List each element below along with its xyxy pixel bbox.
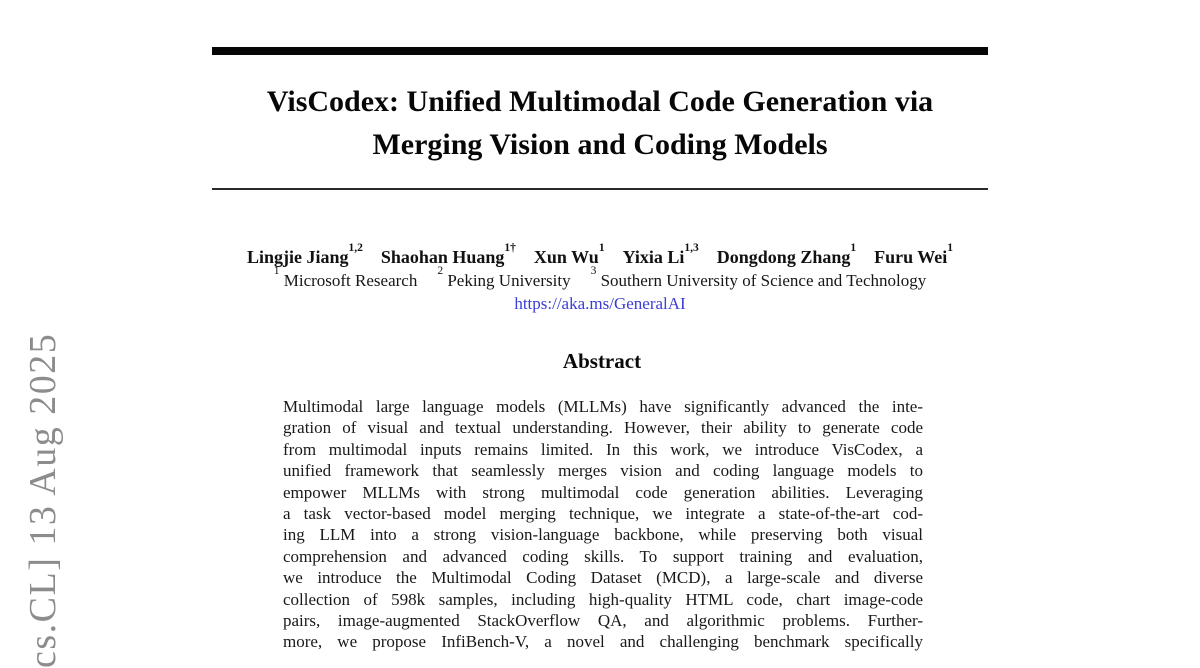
abstract-line: ing LLM into a strong vision-language ba…	[283, 525, 923, 545]
affiliation-name: Microsoft Research	[279, 271, 418, 290]
author-superscript: 1	[850, 241, 857, 254]
arxiv-watermark: cs.CL] 13 Aug 2025	[22, 332, 64, 668]
abstract-line: we introduce the Multimodal Coding Datas…	[283, 568, 923, 588]
affiliation-entry: 2 Peking University	[437, 265, 571, 290]
author-superscript: 1†	[504, 241, 516, 254]
abstract-line: empower MLLMs with strong multimodal cod…	[283, 482, 923, 502]
affiliation-name: Southern University of Science and Techn…	[596, 271, 927, 290]
author-entry: Shaohan Huang1†	[380, 242, 516, 267]
author-entry: Furu Wei1	[874, 242, 953, 267]
abstract-line: unified framework that seamlessly merges…	[283, 461, 923, 481]
abstract-line: a task vector-based model merging techni…	[283, 503, 923, 523]
author-superscript: 1,3	[684, 241, 699, 254]
author-entry: Lingjie Jiang1,2	[246, 242, 363, 267]
abstract-heading: Abstract	[562, 349, 642, 373]
author-name: Xun Wu	[533, 247, 599, 267]
title-rule-top	[212, 47, 988, 55]
affiliation-name: Peking University	[443, 271, 571, 290]
author-name: Shaohan Huang	[380, 247, 505, 267]
affiliation-superscript: 2	[437, 265, 444, 278]
author-superscript: 1,2	[348, 241, 363, 254]
link-row: https://aka.ms/GeneralAI	[112, 294, 1088, 314]
author-block: Lingjie Jiang1,2 Shaohan Huang1† Xun Wu1 Yi…	[112, 242, 1088, 268]
author-entry: Yixia Li1,3	[622, 242, 699, 267]
affiliation-superscript: 1	[273, 265, 280, 278]
paper-title-line-2: Merging Vision and Coding Models	[372, 128, 828, 161]
affiliation-block: 1 Microsoft Research 2 Peking University 3…	[112, 265, 1088, 291]
abstract-line: collection of 598k samples, including hi…	[283, 589, 923, 609]
abstract-line: from multimodal inputs remains limited. …	[283, 439, 923, 459]
author-name: Dongdong Zhang	[716, 247, 851, 267]
paper-link[interactable]: https://aka.ms/GeneralAI	[514, 294, 686, 313]
author-name: Lingjie Jiang	[246, 247, 349, 267]
author-name: Yixia Li	[622, 247, 685, 267]
abstract-line: Multimodal large language models (MLLMs)…	[283, 397, 923, 416]
author-entry: Dongdong Zhang1	[716, 242, 856, 267]
author-superscript: 1	[598, 241, 605, 254]
author-superscript: 1	[947, 241, 954, 254]
affiliation-entry: 1 Microsoft Research	[274, 265, 418, 290]
affiliation-superscript: 3	[590, 265, 597, 278]
abstract-line: comprehension and advanced coding skills…	[283, 546, 923, 566]
paper-title: VisCodex: Unified Multimodal Code Genera…	[162, 80, 1038, 166]
paper-title-line-1: VisCodex: Unified Multimodal Code Genera…	[266, 85, 934, 118]
abstract-line: gration of visual and textual understand…	[283, 418, 923, 438]
title-rule-bottom	[212, 188, 988, 190]
author-entry: Xun Wu1	[533, 242, 605, 267]
author-name: Furu Wei	[874, 247, 948, 267]
abstract-line: pairs, image-augmented StackOverflow QA,…	[283, 610, 923, 630]
abstract-line: more, we propose InfiBench-V, a novel an…	[283, 632, 923, 652]
affiliation-entry: 3 Southern University of Science and Tec…	[591, 265, 927, 290]
paper-page: { "watermark": { "text": "cs.CL] 13 Aug …	[22, 47, 1088, 668]
abstract-text: Multimodal large language models (MLLMs)…	[283, 396, 923, 653]
